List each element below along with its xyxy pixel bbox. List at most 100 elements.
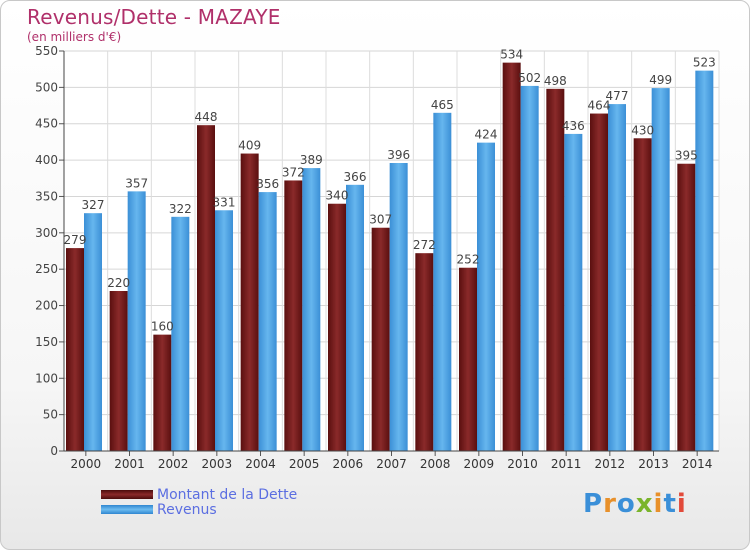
data-label-dette: 252	[457, 253, 480, 267]
data-label-revenus: 436	[562, 119, 585, 133]
data-label-dette: 498	[544, 74, 567, 88]
y-tick-label: 100	[35, 371, 58, 385]
x-tick-label: 2010	[507, 457, 538, 471]
logo-letter: i	[653, 489, 664, 519]
legend-item-dette: Montant de la Dette	[101, 486, 298, 503]
bar-dette-2010	[502, 62, 521, 452]
y-tick-label: 200	[35, 299, 58, 313]
data-label-revenus: 356	[256, 177, 279, 191]
legend-item-revenus: Revenus	[101, 501, 297, 518]
data-label-dette: 307	[369, 213, 392, 227]
data-label-revenus: 424	[475, 128, 498, 142]
x-tick-label: 2008	[420, 457, 451, 471]
bar-dette-2000	[66, 248, 84, 451]
x-tick-label: 2011	[551, 457, 582, 471]
x-tick-label: 2012	[595, 457, 626, 471]
bar-revenus-2013	[651, 88, 670, 451]
bar-dette-2003	[197, 125, 215, 451]
data-label-revenus: 477	[606, 89, 629, 103]
data-label-dette: 534	[500, 48, 523, 62]
bar-revenus-2012	[608, 104, 626, 451]
y-tick-label: 150	[35, 335, 58, 349]
data-label-revenus: 322	[169, 202, 192, 216]
bar-dette-2001	[109, 291, 128, 451]
data-label-dette: 372	[282, 165, 305, 179]
legend-swatch-revenus	[101, 505, 153, 514]
x-tick-label: 2003	[202, 457, 233, 471]
data-label-revenus: 465	[431, 98, 454, 112]
bar-revenus-2003	[215, 210, 233, 451]
data-label-revenus: 389	[300, 153, 323, 167]
data-label-dette: 340	[326, 189, 349, 203]
data-label-revenus: 396	[387, 148, 410, 162]
bar-dette-2013	[633, 138, 652, 452]
data-label-dette: 448	[195, 110, 218, 124]
data-label-revenus: 523	[693, 56, 716, 70]
logo-letter: r	[603, 489, 617, 519]
bar-dette-2006	[328, 203, 346, 451]
bar-revenus-2006	[346, 184, 364, 451]
x-tick-label: 2001	[114, 457, 145, 471]
bar-dette-2008	[415, 253, 434, 451]
y-tick-label: 500	[35, 80, 58, 94]
y-tick-label: 250	[35, 262, 58, 276]
x-tick-label: 2007	[376, 457, 407, 471]
bar-revenus-2011	[564, 133, 583, 451]
bar-dette-2005	[284, 180, 303, 452]
x-tick-label: 2006	[333, 457, 364, 471]
y-tick-label: 400	[35, 153, 58, 167]
chart-legend: Montant de la Dette Revenus	[101, 486, 298, 518]
chart-title: Revenus/Dette - MAZAYE	[27, 5, 281, 29]
x-tick-label: 2005	[289, 457, 320, 471]
data-label-dette: 272	[413, 238, 436, 252]
data-label-dette: 395	[675, 149, 698, 163]
logo-letter: x	[635, 489, 654, 519]
x-tick-label: 2004	[245, 457, 276, 471]
data-label-dette: 430	[631, 123, 654, 137]
logo-letter: P	[583, 489, 604, 519]
bar-revenus-2002	[171, 216, 190, 451]
legend-label-revenus: Revenus	[157, 501, 217, 518]
logo-letter: o	[616, 489, 636, 519]
legend-swatch-dette	[101, 490, 153, 499]
bar-revenus-2008	[433, 112, 452, 452]
y-tick-label: 450	[35, 117, 58, 131]
x-tick-label: 2000	[71, 457, 102, 471]
data-label-dette: 220	[107, 276, 130, 290]
bar-revenus-2014	[695, 70, 714, 452]
y-tick-label: 300	[35, 226, 58, 240]
data-label-dette: 160	[151, 320, 174, 334]
y-tick-label: 350	[35, 189, 58, 203]
x-tick-label: 2013	[638, 457, 669, 471]
data-label-dette: 409	[238, 139, 261, 153]
data-label-revenus: 327	[82, 198, 105, 212]
bar-revenus-2007	[389, 163, 408, 451]
bar-revenus-2001	[127, 191, 146, 451]
data-label-dette: 279	[64, 233, 87, 247]
logo-letter: t	[663, 489, 677, 519]
data-label-revenus: 502	[518, 71, 541, 85]
logo-letter: i	[676, 489, 687, 519]
x-tick-label: 2002	[158, 457, 189, 471]
data-label-revenus: 357	[125, 176, 148, 190]
y-tick-label: 50	[43, 408, 58, 422]
bar-dette-2012	[590, 113, 608, 451]
bar-dette-2009	[459, 267, 477, 451]
data-label-revenus: 331	[213, 195, 236, 209]
legend-label-dette: Montant de la Dette	[157, 486, 298, 503]
bar-dette-2007	[371, 227, 390, 451]
bar-dette-2004	[240, 153, 259, 451]
bar-revenus-2010	[520, 85, 539, 451]
data-label-revenus: 499	[649, 73, 672, 87]
bar-dette-2002	[153, 334, 172, 451]
x-tick-label: 2009	[464, 457, 495, 471]
bar-dette-2011	[546, 88, 565, 452]
bar-revenus-2005	[302, 168, 321, 451]
data-label-revenus: 366	[344, 170, 367, 184]
y-tick-label: 0	[50, 444, 58, 458]
chart-subtitle: (en milliers d'€)	[27, 30, 122, 44]
bar-revenus-2000	[84, 213, 102, 451]
y-tick-label: 550	[35, 44, 58, 58]
